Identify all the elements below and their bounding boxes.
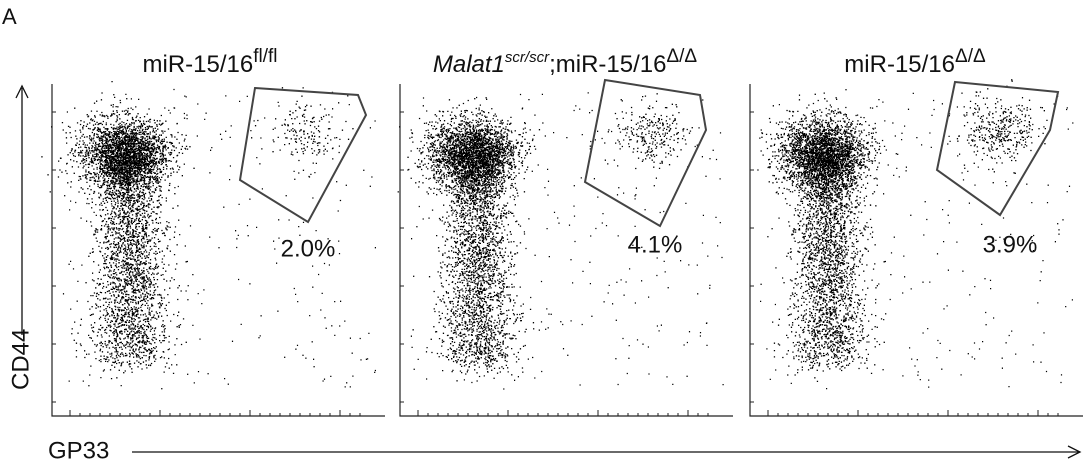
gate (935, 80, 1060, 217)
gate (238, 86, 368, 224)
panel: 2.0% miR-15/16fl/fl (41, 46, 385, 417)
gate-percent: 2.0% (281, 235, 336, 262)
panel-title: miR-15/16fl/fl (143, 46, 278, 78)
title-part: miR-15/16 (844, 51, 955, 78)
title-part: miR-15/16 (143, 51, 254, 78)
title-part: Δ/Δ (666, 46, 697, 67)
figure-label: A (2, 4, 17, 29)
y-axis-label: CD44 (7, 329, 34, 390)
events (757, 79, 1074, 390)
gate-percent: 3.9% (983, 231, 1038, 258)
title-part: ;miR-15/16 (549, 51, 666, 78)
panel-title: miR-15/16Δ/Δ (844, 46, 986, 78)
title-part: Malat1 (433, 51, 505, 78)
x-axis-label: GP33 (48, 437, 109, 464)
plot-frame (51, 84, 385, 417)
gate (583, 78, 708, 228)
events (397, 92, 724, 390)
title-part: scr/scr (505, 49, 550, 66)
title-part: Δ/Δ (955, 46, 986, 67)
x-axis-arrowhead (1067, 445, 1082, 459)
panel: 4.1% Malat1scr/scr;miR-15/16Δ/Δ (397, 46, 733, 417)
axis-ticks (52, 111, 361, 416)
panel-title: Malat1scr/scr;miR-15/16Δ/Δ (433, 46, 698, 78)
plot-frame (749, 84, 1083, 417)
title-part: fl/fl (253, 46, 277, 67)
events (41, 80, 376, 390)
y-axis-arrowhead (15, 84, 29, 99)
gate-percent: 4.1% (628, 231, 683, 258)
axis-ticks (750, 111, 1059, 416)
axis-ticks (400, 111, 709, 416)
plot-frame (399, 84, 733, 417)
panel: 3.9% miR-15/16Δ/Δ (749, 46, 1083, 417)
